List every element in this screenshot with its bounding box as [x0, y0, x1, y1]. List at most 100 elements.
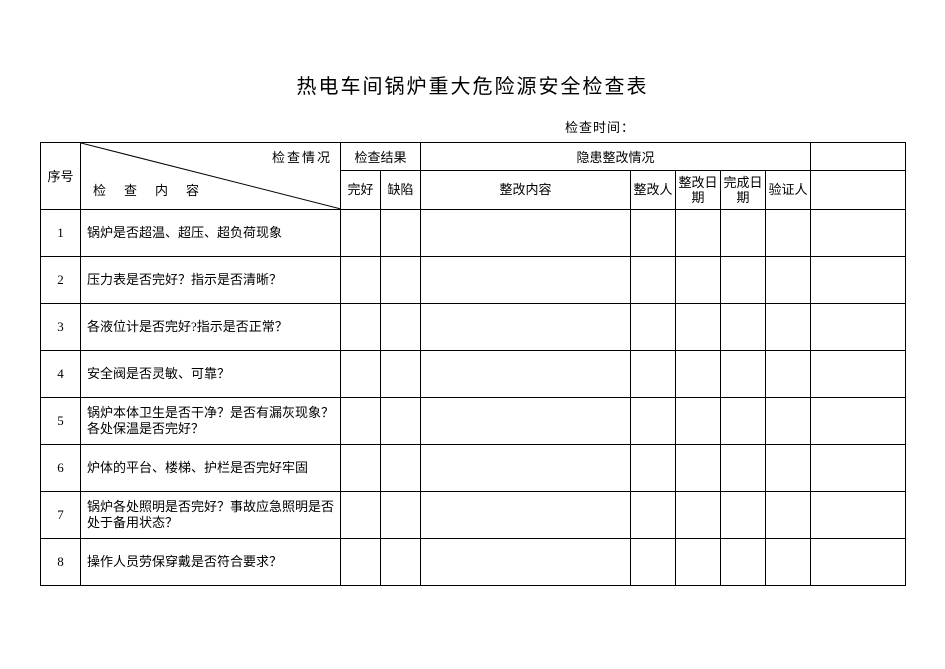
col-person: 整改人 — [631, 170, 676, 209]
table-row: 1锅炉是否超温、超压、超负荷现象 — [41, 210, 906, 257]
table-row: 2压力表是否完好？指示是否清晰？ — [41, 257, 906, 304]
cell-blank — [381, 257, 421, 304]
cell-blank — [341, 351, 381, 398]
cell-blank — [381, 210, 421, 257]
cell-seq: 6 — [41, 445, 81, 492]
cell-item: 锅炉本体卫生是否干净？是否有漏灰现象？各处保温是否完好？ — [81, 398, 341, 445]
cell-blank — [811, 539, 906, 586]
cell-seq: 8 — [41, 539, 81, 586]
col-extra-top — [811, 143, 906, 171]
table-row: 6炉体的平台、楼梯、护栏是否完好牢固 — [41, 445, 906, 492]
cell-blank — [421, 351, 631, 398]
col-item-diagonal: 检查情况 检查内容 — [81, 143, 341, 210]
cell-blank — [676, 304, 721, 351]
cell-blank — [421, 539, 631, 586]
col-rect-content: 整改内容 — [421, 170, 631, 209]
cell-blank — [631, 398, 676, 445]
cell-blank — [811, 445, 906, 492]
cell-blank — [381, 351, 421, 398]
cell-item: 操作人员劳保穿戴是否符合要求？ — [81, 539, 341, 586]
cell-blank — [811, 351, 906, 398]
cell-blank — [811, 398, 906, 445]
col-ok: 完好 — [341, 170, 381, 209]
cell-blank — [631, 492, 676, 539]
cell-blank — [766, 539, 811, 586]
cell-blank — [631, 257, 676, 304]
cell-blank — [811, 304, 906, 351]
cell-item: 锅炉各处照明是否完好？事故应急照明是否处于备用状态？ — [81, 492, 341, 539]
col-done: 完成日期 — [721, 170, 766, 209]
cell-blank — [721, 210, 766, 257]
col-defect: 缺陷 — [381, 170, 421, 209]
checklist-table: 序号 检查情况 检查内容 检查结果 隐患整改情况 完好 缺陷 整改内容 整改人 … — [40, 142, 906, 586]
cell-blank — [721, 351, 766, 398]
col-verify: 验证人 — [766, 170, 811, 209]
cell-item: 锅炉是否超温、超压、超负荷现象 — [81, 210, 341, 257]
cell-blank — [341, 492, 381, 539]
cell-blank — [766, 492, 811, 539]
cell-blank — [721, 539, 766, 586]
cell-blank — [631, 210, 676, 257]
col-extra-sub — [811, 170, 906, 209]
col-seq: 序号 — [41, 143, 81, 210]
cell-blank — [421, 445, 631, 492]
cell-blank — [421, 398, 631, 445]
cell-blank — [676, 445, 721, 492]
cell-blank — [421, 210, 631, 257]
diag-top-label: 检查情况 — [272, 147, 332, 166]
cell-blank — [381, 539, 421, 586]
cell-blank — [766, 445, 811, 492]
cell-item: 安全阀是否灵敏、可靠？ — [81, 351, 341, 398]
cell-blank — [766, 210, 811, 257]
cell-blank — [341, 210, 381, 257]
cell-seq: 1 — [41, 210, 81, 257]
cell-blank — [676, 492, 721, 539]
cell-blank — [721, 398, 766, 445]
col-date: 整改日期 — [676, 170, 721, 209]
cell-blank — [676, 398, 721, 445]
table-row: 5锅炉本体卫生是否干净？是否有漏灰现象？各处保温是否完好？ — [41, 398, 906, 445]
cell-blank — [721, 257, 766, 304]
cell-item: 压力表是否完好？指示是否清晰？ — [81, 257, 341, 304]
cell-blank — [341, 398, 381, 445]
cell-blank — [766, 398, 811, 445]
cell-blank — [381, 398, 421, 445]
cell-blank — [676, 257, 721, 304]
table-row: 8操作人员劳保穿戴是否符合要求？ — [41, 539, 906, 586]
cell-blank — [421, 304, 631, 351]
cell-blank — [341, 539, 381, 586]
table-row: 3各液位计是否完好?指示是否正常？ — [41, 304, 906, 351]
cell-blank — [631, 304, 676, 351]
cell-blank — [721, 492, 766, 539]
cell-blank — [341, 257, 381, 304]
page-title: 热电车间锅炉重大危险源安全检查表 — [40, 70, 905, 99]
cell-blank — [421, 257, 631, 304]
check-time-label: 检查时间： — [565, 117, 905, 136]
cell-blank — [341, 304, 381, 351]
cell-blank — [341, 445, 381, 492]
document-page: 热电车间锅炉重大危险源安全检查表 检查时间： 序号 检查情况 检查内容 检查结果… — [0, 0, 945, 669]
cell-blank — [766, 304, 811, 351]
cell-blank — [676, 351, 721, 398]
cell-blank — [766, 257, 811, 304]
cell-blank — [631, 445, 676, 492]
cell-seq: 3 — [41, 304, 81, 351]
table-body: 1锅炉是否超温、超压、超负荷现象2压力表是否完好？指示是否清晰？3各液位计是否完… — [41, 210, 906, 586]
cell-blank — [676, 210, 721, 257]
cell-blank — [766, 351, 811, 398]
cell-blank — [811, 257, 906, 304]
cell-item: 各液位计是否完好?指示是否正常？ — [81, 304, 341, 351]
cell-blank — [811, 492, 906, 539]
cell-seq: 5 — [41, 398, 81, 445]
cell-blank — [381, 304, 421, 351]
cell-seq: 2 — [41, 257, 81, 304]
col-result-group: 检查结果 — [341, 143, 421, 171]
cell-blank — [676, 539, 721, 586]
table-row: 4安全阀是否灵敏、可靠？ — [41, 351, 906, 398]
cell-blank — [631, 539, 676, 586]
cell-seq: 7 — [41, 492, 81, 539]
cell-blank — [381, 445, 421, 492]
table-header-row: 序号 检查情况 检查内容 检查结果 隐患整改情况 — [41, 143, 906, 171]
cell-blank — [421, 492, 631, 539]
cell-blank — [721, 304, 766, 351]
